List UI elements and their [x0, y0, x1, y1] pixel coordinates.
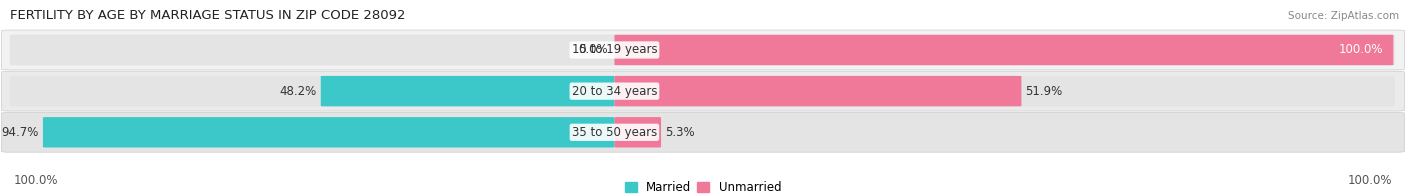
- FancyBboxPatch shape: [10, 76, 616, 107]
- Text: FERTILITY BY AGE BY MARRIAGE STATUS IN ZIP CODE 28092: FERTILITY BY AGE BY MARRIAGE STATUS IN Z…: [10, 9, 405, 22]
- FancyBboxPatch shape: [321, 76, 614, 106]
- Text: 48.2%: 48.2%: [280, 85, 316, 98]
- FancyBboxPatch shape: [10, 117, 616, 148]
- FancyBboxPatch shape: [614, 76, 1021, 106]
- FancyBboxPatch shape: [44, 117, 614, 148]
- FancyBboxPatch shape: [613, 34, 1395, 65]
- FancyBboxPatch shape: [614, 35, 1393, 65]
- Text: 0.0%: 0.0%: [578, 44, 607, 56]
- Text: 35 to 50 years: 35 to 50 years: [572, 126, 657, 139]
- Text: 100.0%: 100.0%: [1339, 44, 1384, 56]
- Legend: Married, Unmarried: Married, Unmarried: [624, 181, 782, 194]
- Text: 51.9%: 51.9%: [1025, 85, 1063, 98]
- FancyBboxPatch shape: [614, 117, 661, 148]
- FancyBboxPatch shape: [1, 30, 1405, 70]
- Text: 5.3%: 5.3%: [665, 126, 695, 139]
- Text: 100.0%: 100.0%: [1347, 174, 1392, 187]
- Text: 100.0%: 100.0%: [14, 174, 59, 187]
- FancyBboxPatch shape: [1, 71, 1405, 111]
- FancyBboxPatch shape: [613, 117, 1395, 148]
- FancyBboxPatch shape: [1, 112, 1405, 152]
- Text: Source: ZipAtlas.com: Source: ZipAtlas.com: [1288, 11, 1399, 21]
- Text: 20 to 34 years: 20 to 34 years: [572, 85, 657, 98]
- FancyBboxPatch shape: [613, 76, 1395, 107]
- Text: 94.7%: 94.7%: [1, 126, 39, 139]
- FancyBboxPatch shape: [10, 34, 616, 65]
- Text: 15 to 19 years: 15 to 19 years: [572, 44, 657, 56]
